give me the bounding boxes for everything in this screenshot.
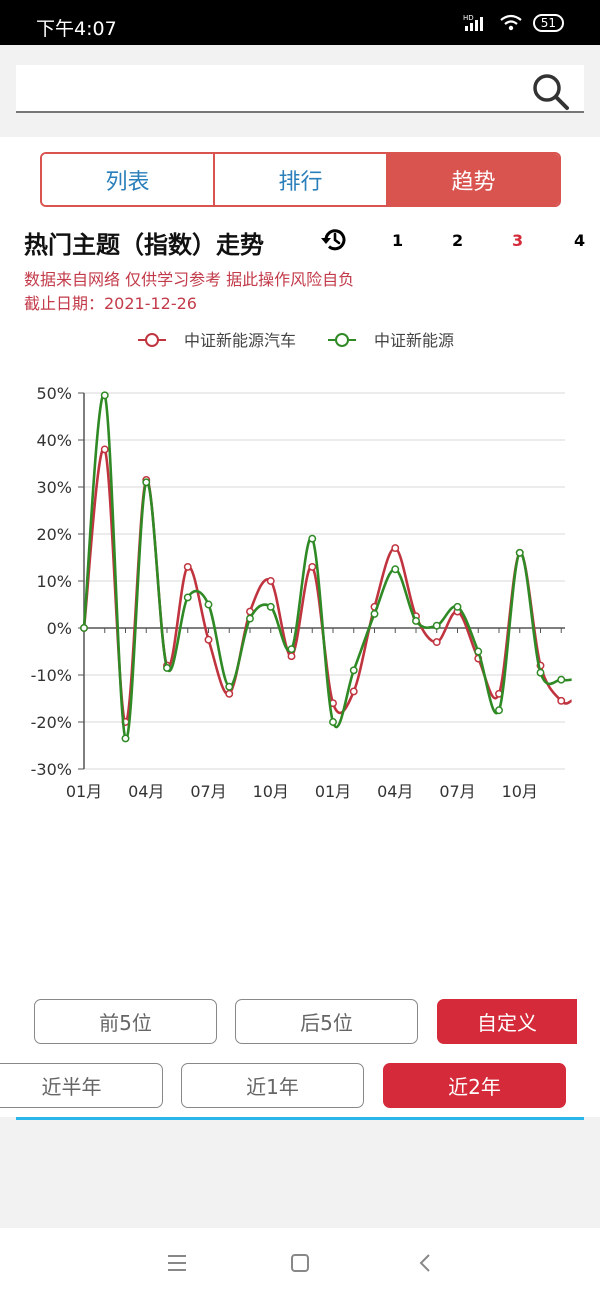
disclaimer: 数据来自网络 仅供学习参考 据此操作风险自负 截止日期：2021-12-26 (24, 268, 354, 316)
scroll-indicator (16, 1117, 584, 1120)
x-tick-label: 07月 (190, 782, 226, 801)
back-icon[interactable] (413, 1250, 439, 1276)
data-point (432, 638, 441, 647)
one-year-button[interactable]: 近1年 (181, 1063, 364, 1108)
data-point (266, 602, 275, 611)
hd-label: HD (463, 14, 474, 22)
search-box (16, 65, 584, 113)
data-point (349, 666, 358, 675)
y-tick-label: -10% (31, 666, 72, 685)
y-tick-label: 40% (36, 431, 72, 450)
data-point (412, 617, 420, 625)
data-point (121, 734, 130, 743)
data-point (515, 548, 524, 557)
data-point (474, 647, 483, 656)
legend-marker (145, 333, 159, 347)
search-icon[interactable] (530, 71, 570, 111)
system-nav-bar (0, 1228, 600, 1300)
page-3[interactable]: 3 (512, 231, 524, 250)
page-title: 热门主题（指数）走势 (24, 231, 264, 259)
data-point (308, 534, 317, 543)
page-4[interactable]: 4 (574, 231, 586, 250)
data-point (183, 562, 192, 571)
data-point (308, 562, 317, 571)
data-point (391, 544, 400, 553)
data-point (329, 718, 337, 726)
status-time: 下午4:07 (36, 18, 117, 40)
tab-ranking[interactable]: 排行 (215, 154, 388, 205)
data-point (163, 664, 171, 672)
page-1[interactable]: 1 (392, 231, 404, 250)
y-tick-label: 10% (36, 572, 72, 591)
y-tick-label: 0% (47, 619, 72, 638)
disclaimer-line-1: 数据来自网络 仅供学习参考 据此操作风险自负 (24, 270, 355, 289)
data-point (80, 624, 88, 632)
bottom5-button[interactable]: 后5位 (235, 999, 418, 1044)
data-point (557, 675, 566, 684)
y-tick-label: 30% (36, 478, 72, 497)
data-point (266, 577, 275, 585)
main-content: 列表 排行 趋势 热门主题（指数）走势 1 2 3 4 数据来自网络 仅供学习参… (0, 137, 600, 1117)
half-year-button[interactable]: 近半年 (0, 1063, 163, 1108)
x-tick-label: 10月 (502, 782, 538, 801)
data-point (349, 687, 358, 696)
tab-trend[interactable]: 趋势 (388, 154, 559, 205)
data-point (204, 635, 213, 644)
data-point (225, 689, 234, 698)
data-point (453, 602, 462, 611)
custom-button[interactable]: 自定义 (437, 999, 577, 1044)
data-point (100, 445, 109, 454)
home-icon[interactable] (287, 1250, 313, 1276)
page-2[interactable]: 2 (452, 231, 464, 250)
search-input[interactable] (26, 73, 516, 103)
y-tick-label: -20% (31, 713, 72, 732)
tab-list[interactable]: 列表 (42, 154, 215, 205)
data-point (495, 706, 503, 715)
x-tick-label: 10月 (253, 782, 289, 801)
data-point (287, 645, 296, 654)
data-point (557, 696, 566, 705)
data-point (246, 614, 254, 623)
x-tick-label: 01月 (315, 782, 351, 801)
x-tick-label: 04月 (128, 782, 164, 801)
data-point (183, 593, 192, 602)
data-point (432, 621, 441, 630)
wifi-icon (500, 14, 522, 31)
series-line-newenergy (82, 393, 572, 740)
y-tick-label: 50% (36, 384, 72, 403)
history-icon[interactable] (320, 225, 350, 255)
status-bar: 下午4:07 HD 51 (0, 0, 600, 45)
legend-label: 中证新能源汽车 (184, 331, 296, 350)
top5-button[interactable]: 前5位 (34, 999, 217, 1044)
x-tick-label: 01月 (66, 782, 102, 801)
data-point (536, 668, 545, 677)
menu-icon[interactable] (164, 1250, 190, 1276)
trend-chart: 中证新能源汽车 中证新能源 50% 40% 30% 20% 10% 0% -10% -20% -30… (31, 331, 573, 801)
data-point (225, 682, 234, 691)
data-point (287, 652, 296, 661)
disclaimer-line-2: 截止日期：2021-12-26 (24, 294, 197, 313)
y-tick-label: 20% (36, 525, 72, 544)
x-tick-label: 07月 (439, 782, 475, 801)
legend-marker (335, 333, 349, 347)
x-tick-label: 04月 (377, 782, 413, 801)
data-point (391, 565, 400, 574)
two-year-button[interactable]: 近2年 (383, 1063, 566, 1108)
data-point (204, 600, 213, 609)
battery-indicator: 51 (532, 14, 564, 32)
y-tick-label: -30% (31, 760, 72, 779)
signal-icon: HD (463, 14, 483, 31)
data-point (370, 609, 379, 618)
tab-bar: 列表 排行 趋势 (40, 152, 561, 207)
legend-label: 中证新能源 (374, 331, 454, 350)
data-point (142, 478, 151, 487)
status-icons: HD 51 (463, 14, 564, 32)
data-point (100, 391, 109, 400)
search-area (0, 45, 600, 137)
